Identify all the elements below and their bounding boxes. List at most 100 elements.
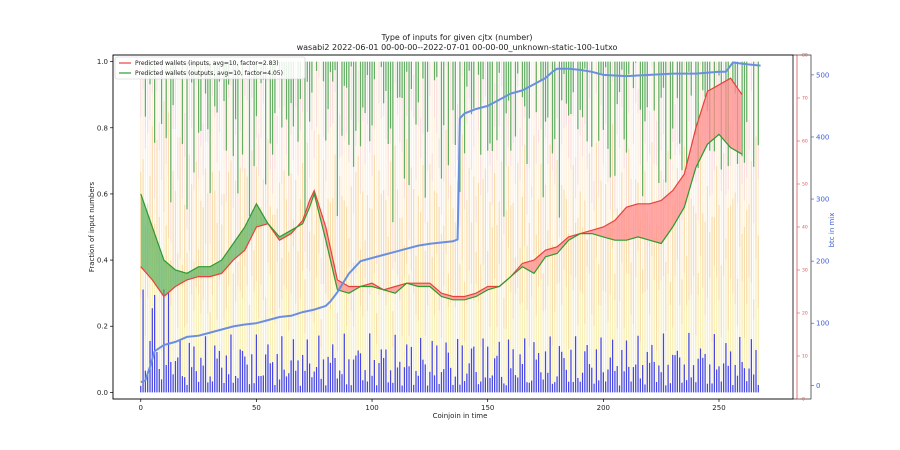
bar-seg-4 — [463, 153, 466, 210]
bar-seg-3 — [153, 198, 156, 224]
bar-seg-1 — [419, 246, 422, 338]
bar-seg-1 — [378, 294, 380, 364]
bar-seg-1 — [507, 248, 510, 340]
bar-seg-4 — [429, 61, 431, 96]
bar-seg-4 — [269, 143, 271, 170]
bar-seg-2 — [720, 265, 722, 338]
bar-seg-4 — [484, 61, 487, 97]
bar-seg-top — [672, 61, 674, 129]
coinjoin-bar-109 — [392, 61, 394, 393]
bar-seg-3 — [447, 199, 450, 274]
bar-seg-1 — [327, 299, 329, 357]
bar-seg-3 — [271, 193, 274, 215]
bar-seg-2 — [362, 191, 364, 317]
bar-seg-0 — [533, 342, 535, 393]
bar-seg-2 — [188, 154, 190, 251]
bar-seg-top — [237, 61, 239, 194]
bar-seg-1 — [283, 285, 285, 370]
bar-seg-4 — [512, 90, 514, 143]
coinjoin-bar-86 — [339, 61, 341, 393]
coinjoin-bar-179 — [554, 61, 556, 393]
coinjoin-bar-152 — [491, 61, 493, 393]
bar-seg-4 — [503, 216, 505, 235]
bar-seg-2 — [493, 173, 496, 279]
bar-seg-1 — [753, 319, 755, 375]
bar-seg-2 — [755, 136, 757, 259]
bar-seg-3 — [431, 180, 433, 257]
bar-seg-1 — [537, 287, 540, 354]
bar-seg-2 — [160, 255, 163, 351]
bar-seg-3 — [637, 113, 639, 183]
bar-seg-top — [505, 61, 507, 114]
coinjoin-bar-153 — [493, 61, 496, 393]
bar-seg-0 — [415, 370, 417, 393]
y-tick-label: 0.4 — [97, 257, 109, 265]
bar-seg-0 — [614, 370, 616, 393]
bar-seg-top — [466, 61, 468, 87]
bar-seg-4 — [389, 128, 392, 144]
coinjoin-bar-93 — [355, 61, 357, 393]
bar-seg-top — [401, 61, 403, 99]
bar-seg-4 — [470, 114, 473, 171]
bar-seg-2 — [658, 238, 660, 290]
bar-seg-top — [452, 61, 454, 111]
bar-seg-top — [704, 61, 706, 97]
bar-seg-1 — [695, 335, 697, 383]
bar-seg-3 — [207, 142, 209, 193]
bar-seg-top — [415, 61, 417, 125]
bar-seg-3 — [570, 168, 572, 236]
bar-seg-1 — [278, 307, 281, 380]
bar-seg-4 — [716, 61, 718, 101]
bar-seg-1 — [489, 327, 491, 379]
bar-seg-1 — [267, 262, 269, 345]
bar-seg-4 — [713, 151, 715, 171]
bar-seg-1 — [600, 305, 602, 338]
bar-seg-2 — [577, 218, 579, 326]
bar-seg-3 — [528, 168, 530, 223]
bar-seg-0 — [278, 379, 281, 393]
bar-seg-0 — [493, 358, 496, 393]
bar-seg-0 — [551, 383, 554, 393]
bar-seg-4 — [265, 184, 267, 226]
bar-seg-2 — [355, 171, 357, 274]
bar-seg-0 — [695, 382, 697, 393]
coinjoin-bar-133 — [447, 61, 450, 393]
bar-seg-1 — [158, 288, 160, 369]
bar-seg-4 — [456, 104, 459, 161]
bar-seg-4 — [653, 110, 655, 165]
bar-seg-3 — [679, 154, 681, 193]
coinjoin-bar-230 — [672, 61, 674, 393]
coinjoin-bar-34 — [218, 61, 221, 393]
bar-seg-2 — [556, 159, 558, 284]
bar-seg-3 — [228, 97, 230, 173]
bar-seg-2 — [505, 210, 507, 329]
bar-seg-3 — [415, 179, 417, 256]
bar-seg-2 — [524, 144, 526, 247]
bar-seg-1 — [713, 265, 715, 335]
bar-seg-3 — [366, 124, 369, 195]
bar-seg-0 — [503, 383, 505, 393]
bar-seg-0 — [607, 369, 609, 393]
coinjoin-bar-193 — [586, 61, 588, 393]
bar-seg-0 — [389, 370, 392, 393]
bar-seg-3 — [413, 117, 415, 189]
bar-seg-0 — [336, 378, 338, 393]
bar-seg-2 — [410, 167, 413, 271]
coinjoin-bar-90 — [348, 61, 350, 393]
coinjoin-bar-173 — [540, 61, 542, 393]
bar-seg-1 — [568, 348, 570, 382]
bar-seg-0 — [410, 346, 413, 393]
coinjoin-bar-120 — [417, 61, 419, 393]
bar-seg-top — [297, 61, 299, 142]
coinjoin-bar-264 — [750, 61, 753, 393]
bar-seg-0 — [191, 367, 193, 393]
bar-seg-1 — [230, 252, 232, 335]
bar-seg-1 — [297, 317, 299, 361]
bar-seg-0 — [648, 362, 651, 393]
bar-seg-0 — [172, 374, 174, 393]
coinjoin-bar-41 — [234, 61, 237, 393]
bar-seg-2 — [503, 297, 505, 329]
bar-seg-0 — [588, 364, 591, 393]
bar-seg-1 — [311, 314, 313, 378]
bar-seg-top — [528, 61, 530, 119]
